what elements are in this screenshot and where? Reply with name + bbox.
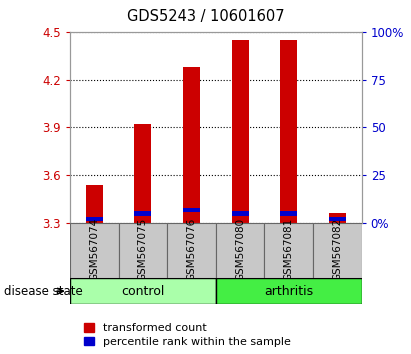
Bar xyxy=(167,223,216,278)
Bar xyxy=(231,211,249,216)
Text: GSM567074: GSM567074 xyxy=(89,218,99,281)
Bar xyxy=(134,124,151,223)
Bar xyxy=(231,40,249,223)
Bar xyxy=(280,211,297,216)
Bar xyxy=(280,40,297,223)
Legend: transformed count, percentile rank within the sample: transformed count, percentile rank withi… xyxy=(84,323,291,347)
Bar xyxy=(264,223,313,278)
Bar xyxy=(216,278,362,304)
Bar xyxy=(329,217,346,221)
Text: arthritis: arthritis xyxy=(264,285,313,298)
Text: GSM567075: GSM567075 xyxy=(138,218,148,281)
Text: control: control xyxy=(121,285,164,298)
Bar xyxy=(70,278,216,304)
Text: GDS5243 / 10601607: GDS5243 / 10601607 xyxy=(127,9,284,24)
Text: GSM567076: GSM567076 xyxy=(187,218,196,281)
Bar xyxy=(134,211,151,216)
Text: GSM567082: GSM567082 xyxy=(332,218,342,281)
Text: GSM567081: GSM567081 xyxy=(284,218,294,281)
Bar xyxy=(183,207,200,212)
Bar xyxy=(216,223,264,278)
Bar xyxy=(70,223,118,278)
Text: disease state: disease state xyxy=(4,285,83,298)
Bar xyxy=(85,185,103,223)
Bar xyxy=(118,223,167,278)
Bar xyxy=(329,213,346,223)
Text: GSM567080: GSM567080 xyxy=(235,218,245,281)
Bar xyxy=(183,67,200,223)
Bar xyxy=(313,223,362,278)
Bar xyxy=(85,217,103,221)
